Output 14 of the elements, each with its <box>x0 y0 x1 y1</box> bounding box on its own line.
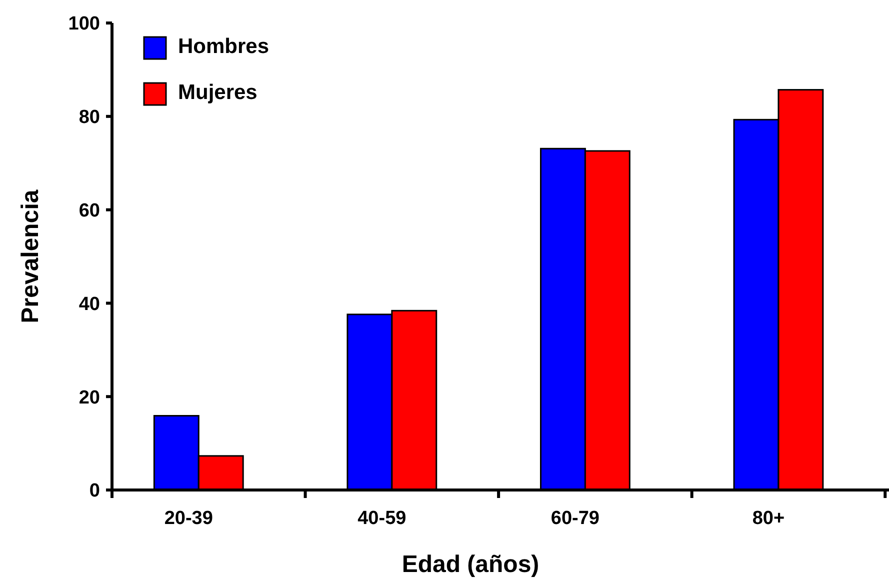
x-tick-label: 80+ <box>752 508 785 529</box>
x-tick-label: 60-79 <box>550 508 600 529</box>
y-axis-title: Prevalencia <box>17 189 44 324</box>
y-tick-label: 40 <box>78 294 100 315</box>
y-tick-label: 60 <box>78 200 100 222</box>
x-tick-label: 20-39 <box>164 508 213 529</box>
x-tick-label: 40-59 <box>358 508 406 529</box>
legend-label: Hombres <box>178 35 270 58</box>
y-tick-label: 0 <box>89 480 100 502</box>
legend-label: Mujeres <box>178 81 258 104</box>
y-tick-label: 20 <box>78 387 100 408</box>
x-axis-title: Edad (años) <box>402 551 540 578</box>
y-tick-label: 80 <box>78 107 100 128</box>
y-tick-label: 100 <box>68 14 100 35</box>
